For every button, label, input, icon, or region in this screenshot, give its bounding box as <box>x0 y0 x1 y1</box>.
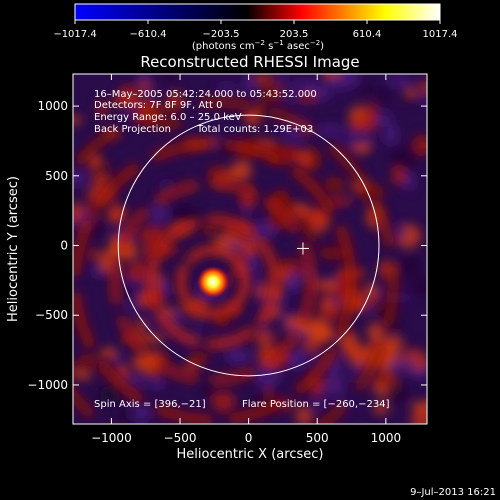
flare-source <box>197 266 229 298</box>
annotation-energy: Energy Range: 6.0 – 25.0 keV <box>94 112 242 123</box>
colorbar-gradient <box>74 3 441 21</box>
colorbar-tick-label: 610.4 <box>353 29 382 40</box>
annotation-flare-position: Flare Position = [−260,−234] <box>242 399 390 410</box>
image-plot-area: −1000 −500 0 500 1000 −1000 −500 0 500 1000 16–Ma… <box>27 73 428 445</box>
x-tick-label: −1000 <box>91 431 132 445</box>
colorbar-tick-label: −1017.4 <box>53 29 96 40</box>
spin-axis-marker <box>296 242 309 255</box>
colorbar-tick-label: 1017.4 <box>423 29 458 40</box>
colorbar: −1017.4 −610.4 −203.5 203.5 610.4 1017.4 (pho… <box>53 3 458 52</box>
annotation-spin-axis: Spin Axis = [396,−21] <box>94 399 206 410</box>
colorbar-unit: (photons cm−2 s−1 asec−2) <box>192 39 324 52</box>
chart-title: Reconstructed RHESSI Image <box>140 53 359 71</box>
x-tick-label: 1000 <box>371 431 402 445</box>
colorbar-tick-label: −610.4 <box>129 29 166 40</box>
annotation-counts: Total counts: 1.29E+03 <box>196 124 313 135</box>
x-tick-label: 500 <box>306 431 329 445</box>
y-tick-label: 500 <box>45 169 68 183</box>
x-axis-title: Heliocentric X (arcsec) <box>177 447 324 462</box>
annotation-time-range: 16–May–2005 05:42:24.000 to 05:43:52.000 <box>94 89 317 100</box>
colorbar-ticks: −1017.4 −610.4 −203.5 203.5 610.4 1017.4 <box>53 20 458 40</box>
axis-tick-labels: −1000 −500 0 500 1000 −1000 −500 0 500 1000 <box>27 99 401 445</box>
ring-artifacts <box>73 96 399 424</box>
x-tick-label: −500 <box>164 431 197 445</box>
y-tick-label: −500 <box>35 308 68 322</box>
y-tick-label: 1000 <box>37 99 68 113</box>
y-tick-label: 0 <box>60 239 68 253</box>
render-timestamp: 9–Jul–2013 16:21 <box>410 487 496 498</box>
y-axis-title: Heliocentric Y (arcsec) <box>6 176 21 322</box>
x-tick-label: 0 <box>245 431 253 445</box>
image-map <box>73 74 427 424</box>
colorbar-tick-label: −203.5 <box>202 29 239 40</box>
colorbar-tick-label: 203.5 <box>280 29 309 40</box>
solar-limb-circle <box>117 114 380 377</box>
annotation-method: Back Projection <box>94 124 171 135</box>
axis-ticks <box>73 74 427 424</box>
plot-frame <box>72 73 428 425</box>
y-tick-label: −1000 <box>27 378 68 392</box>
annotation-detectors: Detectors: 7F 8F 9F, Att 0 <box>94 100 222 111</box>
